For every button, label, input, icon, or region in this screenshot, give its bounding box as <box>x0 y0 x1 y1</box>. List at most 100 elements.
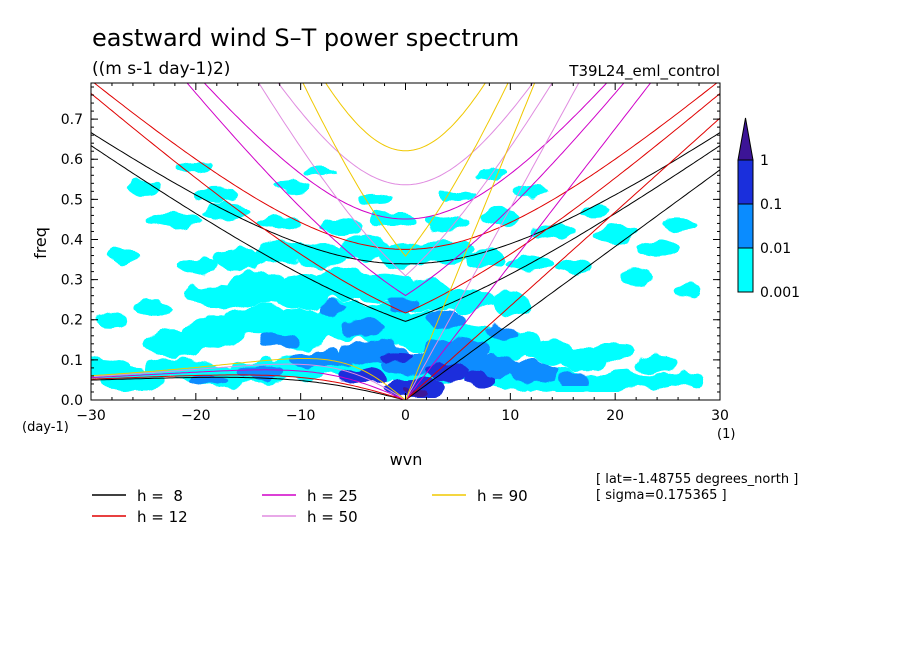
legend-label: h = 12 <box>137 508 188 526</box>
contour-blob <box>463 371 495 388</box>
y-tick-label: 0.3 <box>61 273 83 289</box>
x-tick-label: 20 <box>606 408 624 424</box>
contour-blob <box>260 331 299 348</box>
contour-blob <box>638 239 676 256</box>
x-tick-label: −20 <box>181 408 211 424</box>
contour-blob <box>342 319 385 336</box>
contour-blob <box>468 251 511 268</box>
dispersion-curve <box>405 83 652 400</box>
dispersion-curve <box>91 374 406 400</box>
y-tick-label: 0.1 <box>61 353 83 369</box>
contour-blob <box>426 309 469 330</box>
colorbar: 0.001 0.01 0.1 1 <box>737 117 800 301</box>
dispersion-curve <box>302 83 509 257</box>
contour-blob <box>305 166 338 177</box>
legend-label: h = 25 <box>307 487 358 505</box>
contour-blob <box>604 371 668 388</box>
x-unit-label: (1) <box>717 427 735 442</box>
dispersion-curve <box>91 363 406 400</box>
dispersion-series-3 <box>91 83 580 400</box>
dispersion-curve <box>405 169 720 400</box>
y-tick-label: 0.2 <box>61 313 83 329</box>
x-axis-label: wvn <box>390 450 423 469</box>
y-tick-label: 0.0 <box>61 393 83 409</box>
annotation-lat: [ lat=-1.48755 degrees_north ] <box>596 472 798 487</box>
contour-blob <box>237 363 280 380</box>
legend-entry: h = 50 <box>262 508 358 526</box>
dispersion-series-2 <box>91 83 652 400</box>
contour-blob <box>594 343 637 360</box>
contour-blob <box>195 187 238 204</box>
colorbar-label: 0.01 <box>760 241 791 257</box>
colorbar-extend <box>737 117 754 161</box>
dispersion-curve <box>91 369 406 400</box>
legend-label: h = 50 <box>307 508 358 526</box>
y-tick-label: 0.7 <box>61 112 83 128</box>
run-label: T39L24_eml_control <box>568 62 720 81</box>
colorbar-label: 0.1 <box>760 197 782 213</box>
contour-blob <box>211 247 264 272</box>
contour-blob <box>478 207 521 224</box>
colorbar-segment <box>737 159 754 205</box>
x-tick-label: 10 <box>501 408 519 424</box>
contour-blob <box>124 179 163 196</box>
contour-blob <box>557 373 589 386</box>
legend-label: h = 8 <box>137 487 183 505</box>
axis-ticks: −30 −20 −10 0 10 20 30 0.0 0.1 0.2 0.3 0.4 0.5 0.6 0.7 <box>61 83 729 424</box>
dispersion-curve <box>325 83 486 152</box>
contour-blob <box>578 205 610 218</box>
contour-blob <box>439 189 477 202</box>
dispersion-curve <box>203 83 608 220</box>
dispersion-curve <box>405 83 536 400</box>
contour-blob <box>515 185 548 198</box>
contour-blob <box>316 301 348 314</box>
y-axis-label: freq <box>31 227 50 259</box>
legend-entry: h = 8 <box>92 487 183 505</box>
dispersion-series-4 <box>91 83 536 400</box>
chart-units: ((m s-1 day-1)2) <box>92 59 230 79</box>
dispersion-curve <box>91 358 406 400</box>
contour-blob <box>174 259 217 276</box>
x-tick-label: 0 <box>401 408 410 424</box>
annotation-sigma: [ sigma=0.175365 ] <box>596 488 727 503</box>
contour-blob <box>554 259 593 276</box>
contour-blob <box>258 215 301 232</box>
contour-blob <box>295 243 348 268</box>
contour-blob <box>594 227 637 244</box>
dispersion-series-0 <box>91 132 720 400</box>
x-tick-label: 30 <box>711 408 729 424</box>
contour-blob <box>148 211 202 228</box>
legend-entry: h = 12 <box>92 508 188 526</box>
contour-blob <box>426 215 469 232</box>
dispersion-curve <box>277 83 534 186</box>
dispersion-curves <box>91 83 720 400</box>
contour-blob <box>253 239 306 264</box>
legend-entry: h = 25 <box>262 487 358 505</box>
chart-title: eastward wind S–T power spectrum <box>92 24 519 52</box>
contour-blob <box>662 217 694 230</box>
dispersion-curve <box>405 83 580 400</box>
contour-blob <box>374 211 416 228</box>
y-tick-label: 0.4 <box>61 232 83 248</box>
colorbar-label: 1 <box>760 153 769 169</box>
contour-blob <box>96 311 128 328</box>
contour-blob <box>337 367 390 384</box>
contour-blob <box>672 285 705 298</box>
x-tick-label: −30 <box>76 408 106 424</box>
contour-blob <box>510 255 553 272</box>
contour-blob <box>379 349 411 362</box>
contour-blob <box>651 371 705 388</box>
dispersion-curve <box>91 93 720 314</box>
contour-blob <box>271 181 310 194</box>
contour-blob <box>636 355 679 372</box>
contour-fill <box>91 162 705 398</box>
contour-blob <box>473 170 506 181</box>
contour-blob <box>106 247 139 264</box>
contour-blob <box>421 239 474 264</box>
x-tick-label: −10 <box>286 408 316 424</box>
dispersion-curve <box>258 83 553 277</box>
y-tick-label: 0.5 <box>61 192 83 208</box>
dispersion-curve <box>91 132 720 265</box>
contour-blob <box>489 291 532 316</box>
